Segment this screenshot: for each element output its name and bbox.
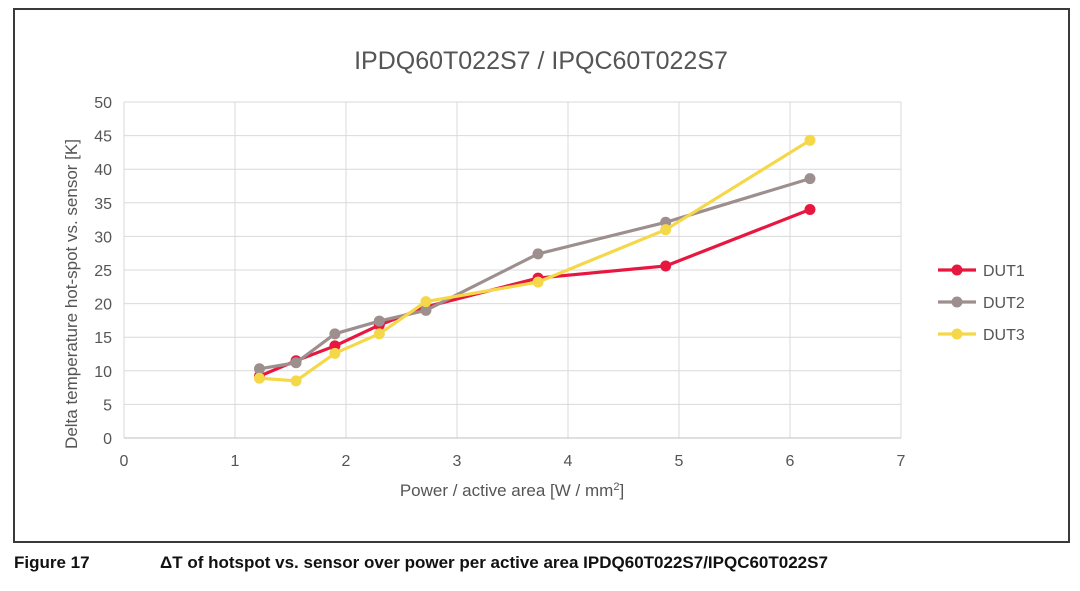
x-axis-label-superscript: 2 [613, 481, 619, 493]
x-axis-label-end: ] [619, 481, 624, 500]
series-dut3 [253, 134, 816, 387]
x-tick-label: 2 [342, 453, 351, 470]
x-axis-label: Power / active area [W / mm2] [400, 481, 624, 500]
legend-label: DUT1 [983, 263, 1025, 280]
data-point [532, 248, 544, 260]
data-series [253, 134, 816, 387]
legend-marker [951, 296, 963, 308]
legend-marker [951, 264, 963, 276]
line-chart: IPDQ60T022S7 / IPQC60T022S7 051015202530… [62, 47, 1025, 500]
x-tick-label: 0 [120, 453, 129, 470]
y-tick-label: 35 [94, 196, 112, 213]
data-point [804, 134, 816, 146]
y-tick-label: 30 [94, 229, 112, 246]
y-tick-label: 20 [94, 297, 112, 314]
series-line [257, 138, 812, 383]
x-tick-label: 3 [453, 453, 462, 470]
legend: DUT1 DUT2 DUT3 [938, 263, 1025, 344]
y-tick-labels: 0 5 10 15 20 25 30 35 40 45 50 [94, 95, 112, 448]
data-point [660, 260, 672, 272]
figure-number: Figure 17 [14, 553, 90, 572]
chart-title: IPDQ60T022S7 / IPQC60T022S7 [354, 47, 728, 75]
legend-label: DUT2 [983, 295, 1025, 312]
gridlines [124, 101, 902, 438]
x-tick-label: 5 [675, 453, 684, 470]
data-point [420, 304, 432, 316]
data-point [532, 276, 544, 288]
figure-caption: Figure 17 ΔT of hotspot vs. sensor over p… [14, 553, 828, 573]
data-point [253, 363, 265, 375]
legend-label: DUT3 [983, 327, 1025, 344]
data-point [253, 372, 265, 384]
axes [123, 102, 901, 439]
x-tick-label: 6 [786, 453, 795, 470]
data-point [660, 224, 672, 236]
figure-caption-text: ΔT of hotspot vs. sensor over power per … [160, 553, 828, 572]
data-point [290, 357, 302, 369]
data-point [329, 347, 341, 359]
data-point [373, 315, 385, 327]
y-tick-label: 10 [94, 364, 112, 381]
x-axis-label-main: Power / active area [W / mm [400, 481, 614, 500]
y-tick-label: 0 [103, 431, 112, 448]
data-point [329, 328, 341, 340]
y-tick-label: 15 [94, 330, 112, 347]
series-dut2 [253, 173, 816, 375]
y-tick-label: 25 [94, 263, 112, 280]
legend-marker [951, 328, 963, 340]
x-tick-labels: 0 1 2 3 4 5 6 7 [120, 453, 906, 470]
y-tick-label: 5 [103, 397, 112, 414]
data-point [290, 375, 302, 387]
y-tick-label: 45 [94, 129, 112, 146]
x-tick-label: 1 [231, 453, 240, 470]
y-tick-label: 40 [94, 162, 112, 179]
y-axis-label: Delta temperature hot-spot vs. sensor [K… [62, 139, 81, 449]
data-point [373, 328, 385, 340]
x-tick-label: 4 [564, 453, 573, 470]
series-line [257, 177, 812, 371]
data-point [804, 204, 816, 216]
y-tick-label: 50 [94, 95, 112, 112]
data-point [420, 296, 432, 308]
data-point [804, 173, 816, 185]
x-tick-label: 7 [897, 453, 906, 470]
chart-frame [13, 8, 1070, 543]
